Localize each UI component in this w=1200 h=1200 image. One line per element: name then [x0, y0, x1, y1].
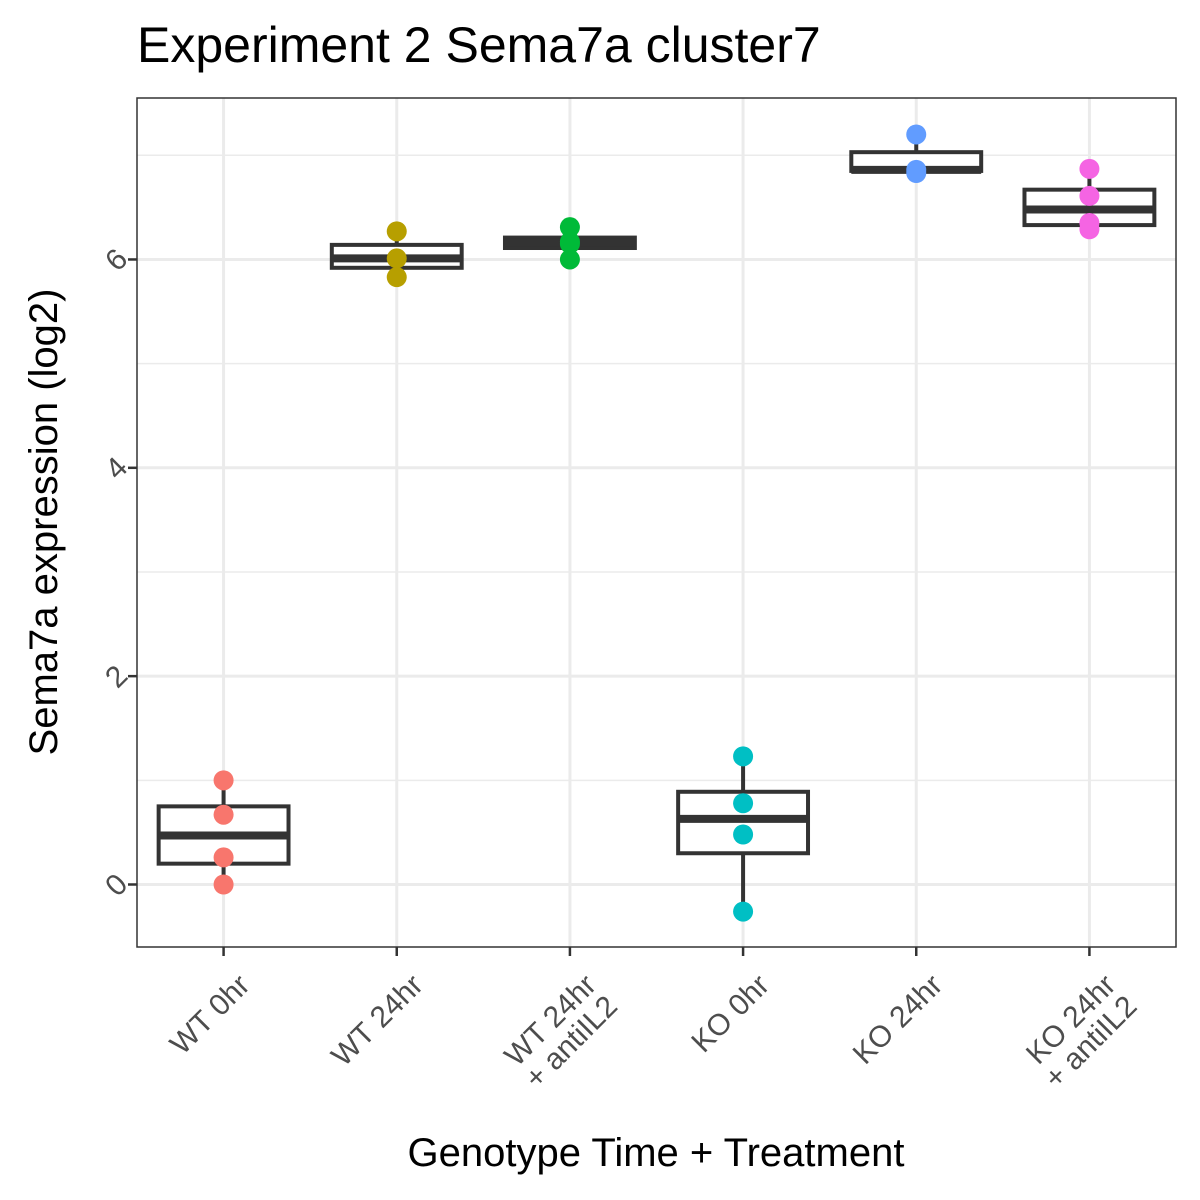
x-tick-label: WT 24hr+ antiIL2 — [497, 969, 624, 1096]
chart-title: Experiment 2 Sema7a cluster7 — [137, 17, 821, 73]
data-point — [213, 804, 234, 825]
data-point — [1079, 158, 1100, 179]
x-axis-ticks: WT 0hr WT 24hr WT 24hr+ antiIL2 KO 0hr KO 24… — [164, 947, 1144, 1096]
grid-lines — [137, 98, 1176, 947]
data-point — [733, 901, 754, 922]
data-point — [386, 267, 407, 288]
x-tick-label: KO 24hr — [847, 969, 949, 1071]
x-tick-label: KO 0hr — [685, 969, 776, 1060]
x-tick-label: KO 24hr+ antiIL2 — [1017, 969, 1144, 1096]
data-point — [386, 248, 407, 269]
panel-border — [136, 97, 1177, 948]
data-point — [906, 124, 927, 145]
data-point — [559, 233, 580, 254]
box-group — [676, 756, 811, 912]
x-tick-label-line: WT 0hr — [164, 969, 256, 1061]
data-point — [906, 163, 927, 184]
x-axis-title: Genotype Time + Treatment — [408, 1131, 905, 1175]
x-tick-label: WT 24hr — [325, 969, 429, 1073]
data-point — [559, 249, 580, 270]
data-point — [213, 770, 234, 791]
data-point — [1079, 185, 1100, 206]
data-points — [213, 124, 1100, 922]
data-point — [733, 824, 754, 845]
x-tick-label: WT 0hr — [164, 969, 256, 1061]
data-point — [213, 847, 234, 868]
data-point — [1079, 219, 1100, 240]
box-plots — [156, 134, 1157, 912]
data-point — [213, 874, 234, 895]
box-group — [156, 780, 291, 885]
data-point — [559, 217, 580, 238]
data-point — [733, 746, 754, 767]
y-axis-title: Sema7a expression (log2) — [22, 289, 66, 756]
data-point — [733, 793, 754, 814]
data-point — [386, 221, 407, 242]
x-tick-label-line: WT 24hr — [325, 969, 429, 1073]
x-tick-label-line: KO 24hr — [847, 969, 949, 1071]
x-tick-label-line: KO 0hr — [685, 969, 776, 1060]
